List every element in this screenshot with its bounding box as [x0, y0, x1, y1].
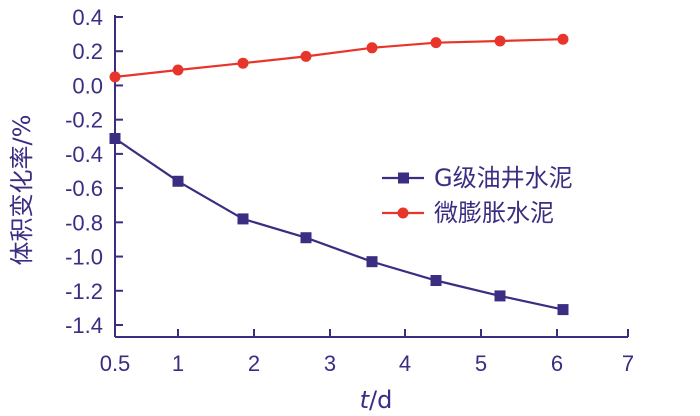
- legend: G级油井水泥 微膨胀水泥: [382, 164, 573, 227]
- legend-label-g-cement: G级油井水泥: [434, 164, 573, 192]
- y-tick-label: -0.8: [65, 210, 103, 235]
- data-point-square: [300, 232, 312, 244]
- data-point-square: [494, 290, 506, 302]
- x-axis-title: t/d: [360, 386, 393, 414]
- data-point-square: [172, 175, 184, 187]
- data-point-circle: [172, 64, 184, 76]
- y-tick-label: 0.0: [72, 73, 103, 98]
- x-axis-title-unit: /d: [369, 386, 392, 414]
- x-tick-label: 4: [399, 351, 411, 376]
- x-tick-label: 2: [248, 351, 260, 376]
- y-axis-title: 体积变化率/%: [8, 115, 36, 266]
- data-point-circle: [430, 37, 442, 49]
- axes: [114, 15, 628, 338]
- x-axis-title-variable: t: [360, 386, 371, 414]
- y-tick-label: -0.2: [65, 108, 103, 133]
- y-tick-label: -1.0: [65, 245, 103, 270]
- x-tick-label: 0.5: [100, 351, 131, 376]
- data-point-square: [366, 256, 378, 268]
- series-layer: [109, 33, 569, 316]
- y-tick-label: 0.4: [72, 5, 103, 30]
- legend-item-g-cement: G级油井水泥: [382, 164, 573, 192]
- legend-item-micro-expansion-cement: 微膨胀水泥: [382, 199, 554, 227]
- series-line-0: [114, 137, 564, 311]
- data-point-square: [430, 275, 442, 287]
- series-line-1: [114, 38, 564, 78]
- x-tick-label: 3: [324, 351, 336, 376]
- x-ticks: 0.5 1 2 3 4 5 6 7: [100, 329, 634, 376]
- data-point-square: [557, 304, 569, 316]
- legend-marker-micro-expansion-cement: [397, 207, 409, 219]
- y-tick-label: 0.2: [72, 39, 103, 64]
- legend-marker-g-cement: [398, 172, 409, 184]
- data-point-circle: [237, 57, 249, 69]
- data-point-square: [237, 213, 249, 225]
- data-point-circle: [494, 35, 506, 47]
- legend-label-micro-expansion-cement: 微膨胀水泥: [434, 199, 554, 227]
- x-tick-label: 5: [475, 351, 487, 376]
- data-point-square: [109, 132, 121, 144]
- data-point-circle: [366, 42, 378, 54]
- y-ticks: 0.4 0.2 0.0 -0.2 -0.4 -0.6 -0.8 -1.0 -1.2 -1.4: [65, 5, 123, 338]
- data-point-circle: [109, 71, 121, 83]
- y-tick-label: -0.4: [65, 142, 103, 167]
- y-tick-label: -0.6: [65, 176, 103, 201]
- x-tick-label: 6: [551, 351, 563, 376]
- x-tick-label: 7: [622, 351, 634, 376]
- x-tick-label: 1: [172, 351, 184, 376]
- y-tick-label: -1.4: [65, 313, 103, 338]
- data-point-circle: [300, 50, 312, 62]
- y-tick-label: -1.2: [65, 279, 103, 304]
- data-point-circle: [557, 33, 569, 45]
